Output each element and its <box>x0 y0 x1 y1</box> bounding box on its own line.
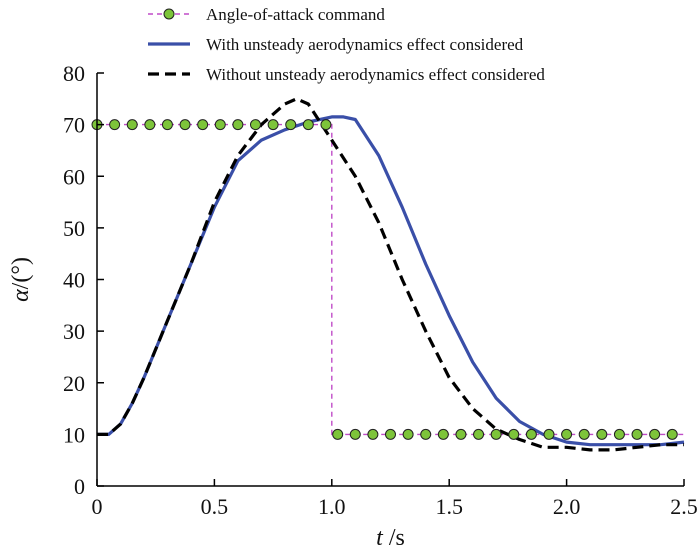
command-marker <box>126 119 138 131</box>
y-axis-label-unit: /(°) <box>8 257 34 289</box>
command-marker <box>473 428 485 440</box>
y-tick-label: 50 <box>63 216 85 241</box>
command-marker <box>578 428 590 440</box>
legend-label: With unsteady aerodynamics effect consid… <box>206 35 524 54</box>
command-marker <box>543 428 555 440</box>
y-tick-label: 70 <box>63 113 85 138</box>
x-tick-label: 0 <box>92 494 103 519</box>
command-marker <box>267 119 279 131</box>
command-marker <box>179 119 191 131</box>
command-marker <box>508 428 520 440</box>
command-marker <box>649 428 661 440</box>
y-tick-label: 20 <box>63 371 85 396</box>
y-tick-label: 30 <box>63 319 85 344</box>
command-marker <box>437 428 449 440</box>
command-marker <box>402 428 414 440</box>
x-tick-label: 0.5 <box>201 494 229 519</box>
command-marker <box>197 119 209 131</box>
axes: 0 0.5 1.0 1.5 2.0 2.5 0 10 20 30 40 50 60 70 80 t /s α/(… <box>8 61 698 550</box>
legend-marker-command <box>163 8 175 20</box>
plot-area <box>91 97 685 452</box>
legend: Angle-of-attack command With unsteady aer… <box>148 5 545 84</box>
command-marker <box>631 428 643 440</box>
y-tick-label: 80 <box>63 61 85 86</box>
command-marker <box>161 119 173 131</box>
command-marker <box>666 428 678 440</box>
command-marker <box>285 119 297 131</box>
x-tick-label: 1.5 <box>435 494 463 519</box>
command-marker <box>367 428 379 440</box>
y-tick-label: 10 <box>63 422 85 447</box>
command-marker <box>249 119 261 131</box>
command-marker <box>349 428 361 440</box>
command-marker <box>385 428 396 440</box>
command-marker <box>596 428 608 440</box>
command-marker <box>144 119 156 131</box>
x-tick-label: 2.5 <box>670 494 698 519</box>
y-tick-label: 60 <box>63 164 85 189</box>
command-marker <box>109 119 121 131</box>
command-marker <box>302 119 314 131</box>
series-with-unsteady-line <box>97 115 685 447</box>
command-marker <box>613 428 625 440</box>
x-axis-label-unit: /s <box>383 525 405 550</box>
command-marker <box>214 119 226 131</box>
command-marker <box>320 119 332 131</box>
command-marker <box>332 428 344 440</box>
series-without-unsteady-line <box>97 97 684 452</box>
command-marker <box>420 428 432 440</box>
legend-label: Without unsteady aerodynamics effect con… <box>206 65 545 84</box>
command-marker <box>490 428 502 440</box>
x-tick-label: 1.0 <box>318 494 346 519</box>
command-marker <box>525 428 537 440</box>
legend-label: Angle-of-attack command <box>206 5 385 24</box>
y-tick-label: 40 <box>63 268 85 293</box>
y-axis-label: α/(°) <box>8 257 34 302</box>
y-tick-label: 0 <box>74 474 85 499</box>
x-axis-label-symbol: t <box>376 525 384 550</box>
command-marker <box>455 428 467 440</box>
y-axis-label-symbol: α <box>8 289 34 302</box>
x-axis-label: t /s <box>376 525 405 550</box>
command-marker <box>561 428 573 440</box>
x-tick-label: 2.0 <box>553 494 581 519</box>
command-marker <box>232 119 244 131</box>
